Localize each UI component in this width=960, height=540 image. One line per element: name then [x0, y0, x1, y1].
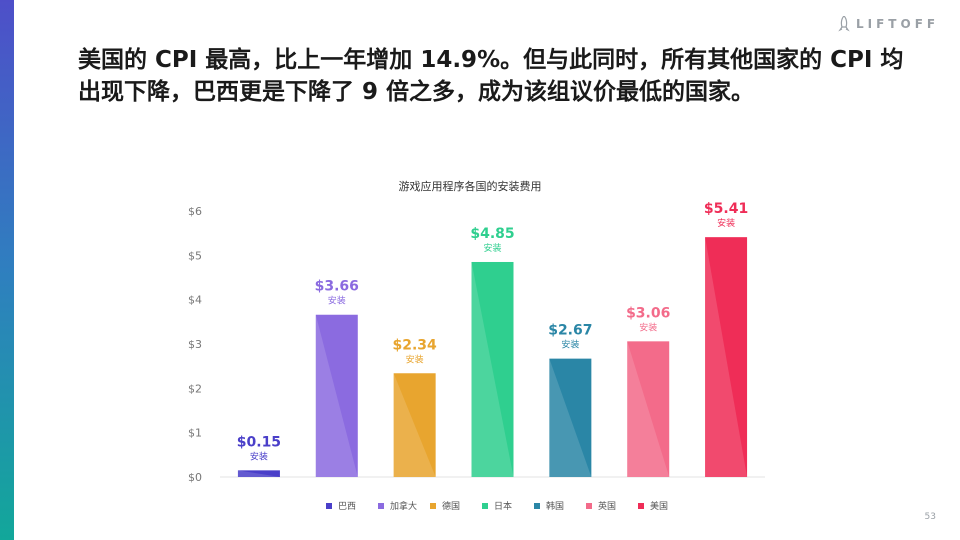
legend-swatch	[326, 503, 332, 509]
legend-label: 英国	[598, 500, 616, 512]
legend-label: 德国	[442, 500, 460, 512]
legend-swatch	[534, 503, 540, 509]
bar	[627, 341, 670, 477]
brand-logo: LIFTOFF	[838, 16, 939, 32]
page-number: 53	[924, 512, 936, 522]
legend-label: 美国	[650, 500, 668, 512]
legend-label: 加拿大	[390, 500, 417, 512]
rocket-icon	[838, 16, 850, 32]
bar-unit-label: 安装	[406, 353, 424, 365]
bar-value-label: $5.41	[704, 201, 748, 217]
headline: 美国的 CPI 最高，比上一年增加 14.9%。但与此同时，所有其他国家的 CP…	[78, 47, 904, 105]
bar	[237, 470, 280, 477]
chart-title: 游戏应用程序各国的安装费用	[398, 180, 542, 193]
bar	[315, 314, 358, 477]
y-tick-label: $5	[188, 249, 202, 262]
bar-unit-label: 安装	[328, 295, 346, 307]
bar-value-label: $3.06	[626, 305, 670, 321]
bar-shade	[393, 373, 436, 477]
bar-unit-label: 安装	[639, 321, 657, 333]
legend-swatch	[638, 503, 644, 509]
bar-shade	[549, 358, 592, 477]
bar-shade	[237, 470, 280, 477]
bar-unit-label: 安装	[561, 339, 579, 351]
bar	[471, 261, 514, 477]
legend-swatch	[430, 503, 436, 509]
brand-name: LIFTOFF	[856, 17, 940, 31]
y-tick-label: $6	[188, 205, 202, 218]
y-tick-label: $3	[188, 338, 202, 351]
bar-unit-label: 安装	[250, 450, 268, 462]
y-tick-label: $0	[188, 471, 202, 484]
legend-label: 日本	[494, 500, 512, 512]
bar-value-label: $3.66	[315, 279, 359, 295]
bar-unit-label: 安装	[717, 217, 735, 229]
bar	[549, 358, 592, 477]
bar-value-label: $2.67	[548, 323, 592, 339]
bar	[393, 373, 436, 477]
y-tick-label: $2	[188, 382, 202, 395]
legend-label: 巴西	[338, 501, 356, 512]
bar-value-label: $4.85	[470, 226, 514, 242]
legend-swatch	[586, 503, 592, 509]
bar-value-label: $2.34	[392, 337, 437, 353]
chart-svg: $0$1$2$3$4$5$6$0.15安装$3.66安装$2.34安装$4.85…	[188, 201, 765, 512]
bar	[705, 237, 748, 477]
chart: 游戏应用程序各国的安装费用 $0 $1 $2 $3 $4 $5 $6 $0.15 安装 $3.66…	[170, 176, 770, 526]
bar-unit-label: 安装	[483, 242, 501, 254]
legend-swatch	[482, 503, 488, 509]
legend-label: 韩国	[546, 500, 564, 512]
bar-value-label: $0.15	[237, 434, 281, 450]
bar-shade	[315, 314, 358, 477]
legend-swatch	[378, 503, 384, 509]
y-tick-label: $1	[188, 427, 202, 440]
y-tick-label: $4	[188, 294, 202, 307]
side-accent-bar	[0, 0, 14, 540]
